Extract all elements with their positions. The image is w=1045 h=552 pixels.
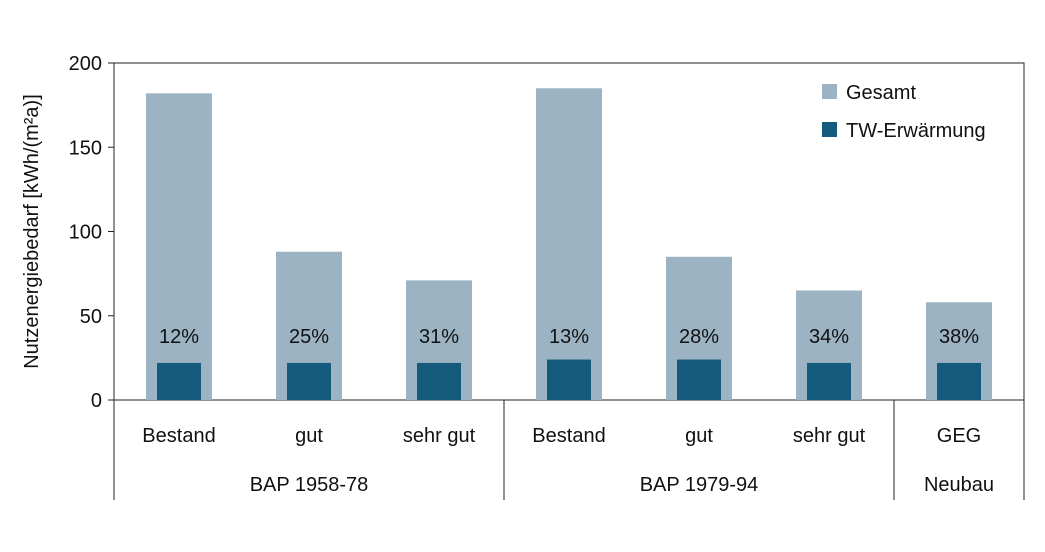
bar-tw-erwaermung [287, 362, 331, 400]
category-label: Bestand [142, 425, 215, 447]
legend-swatch [822, 84, 837, 99]
bar-percent-label: 13% [549, 326, 589, 348]
bar-tw-erwaermung [677, 359, 721, 400]
category-label: gut [685, 425, 713, 447]
bar-percent-label: 28% [679, 326, 719, 348]
y-tick-label: 150 [69, 137, 102, 159]
category-label: Bestand [532, 425, 605, 447]
bar-gesamt [146, 93, 212, 400]
bar-percent-labels: 12% 25% 31% 13% 28% 34% 38% [159, 326, 979, 348]
y-tick-label: 100 [69, 222, 102, 244]
category-label: gut [295, 425, 323, 447]
legend-label: Gesamt [846, 82, 916, 104]
x-axis: Bestand gut sehr gut Bestand gut sehr gut GEG B… [113, 400, 1025, 500]
legend: Gesamt TW-Erwärmung [822, 82, 986, 142]
bar-tw-erwaermung [157, 362, 201, 400]
bar-tw-erwaermung [547, 359, 591, 400]
bar-tw-erwaermung [807, 362, 851, 400]
bar-percent-label: 25% [289, 326, 329, 348]
y-axis: 0 50 100 150 200 [69, 53, 114, 412]
category-label: sehr gut [793, 425, 866, 447]
group-label: Neubau [924, 474, 994, 496]
y-tick-label: 200 [69, 53, 102, 75]
bar-percent-label: 38% [939, 326, 979, 348]
bar-percent-label: 31% [419, 326, 459, 348]
bar-percent-label: 12% [159, 326, 199, 348]
group-label: BAP 1958-78 [250, 474, 369, 496]
y-axis-title: Nutzenergiebedarf [kWh/(m²a)] [21, 94, 43, 369]
category-label: GEG [937, 425, 981, 447]
bar-gesamt [536, 88, 602, 401]
legend-label: TW-Erwärmung [846, 120, 986, 142]
category-label: sehr gut [403, 425, 476, 447]
y-tick-label: 0 [91, 390, 102, 412]
group-label: BAP 1979-94 [640, 474, 759, 496]
series-tw-erwaermung [157, 359, 981, 400]
bar-percent-label: 34% [809, 326, 849, 348]
bar-tw-erwaermung [937, 362, 981, 400]
legend-swatch [822, 122, 837, 137]
y-tick-label: 50 [80, 306, 102, 328]
bar-tw-erwaermung [417, 362, 461, 400]
